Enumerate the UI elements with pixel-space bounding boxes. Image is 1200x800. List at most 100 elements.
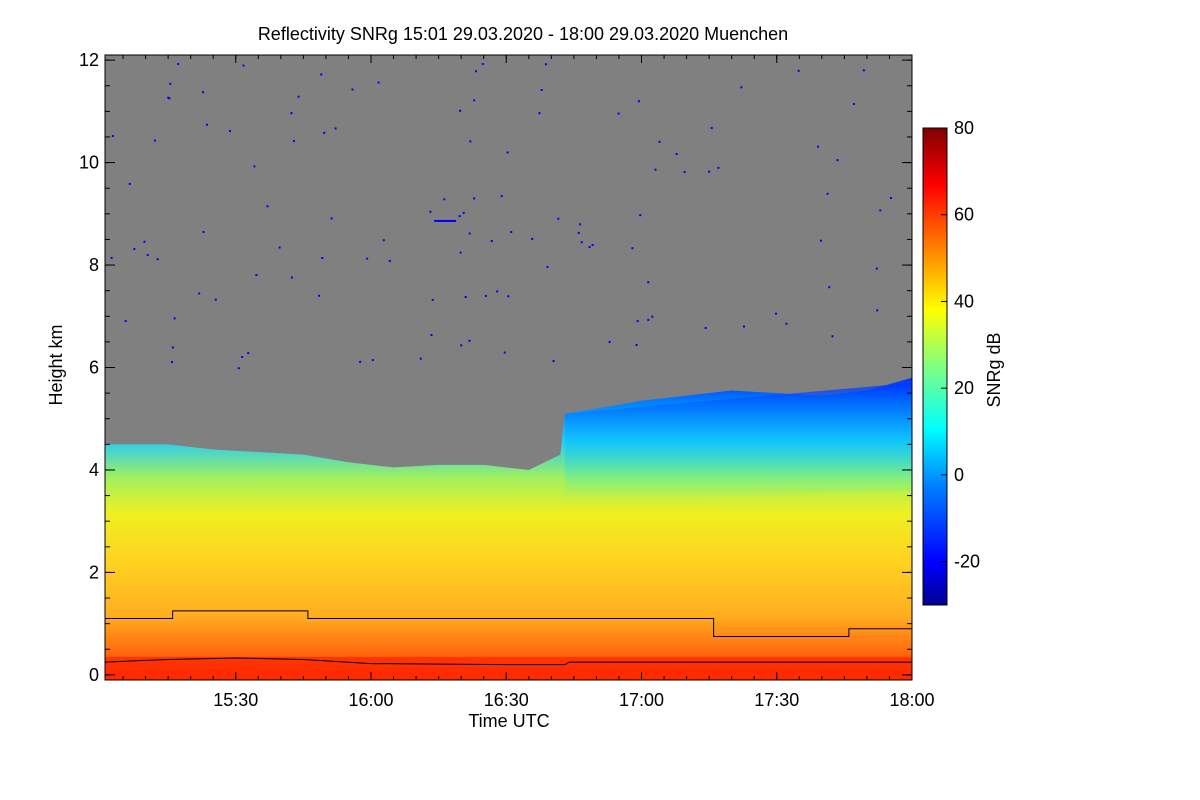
y-axis-label: Height km xyxy=(46,324,66,405)
noise-dot xyxy=(647,318,650,321)
noise-dot xyxy=(817,145,820,148)
noise-dot xyxy=(635,343,638,346)
noise-dot xyxy=(459,251,462,254)
colorbar-axis: -20 0 20 40 60 80 xyxy=(941,118,980,572)
noise-dot xyxy=(459,109,462,112)
noise-dot xyxy=(507,295,510,298)
y-tick-label: 0 xyxy=(89,665,99,685)
x-tick-label: 16:00 xyxy=(348,690,393,710)
noise-dot xyxy=(831,335,834,338)
noise-dot xyxy=(889,196,892,199)
noise-dot xyxy=(774,312,777,315)
noise-dot xyxy=(740,86,743,89)
noise-dot xyxy=(579,223,582,226)
noise-dot xyxy=(171,361,174,364)
x-tick-label: 15:30 xyxy=(213,690,258,710)
noise-dot xyxy=(785,322,788,325)
noise-dot xyxy=(169,82,172,85)
noise-dot xyxy=(242,64,245,67)
noise-dot xyxy=(836,159,839,162)
noise-dot xyxy=(321,257,324,260)
noise-dot xyxy=(557,217,560,220)
noise-dot xyxy=(351,88,354,91)
noise-dot xyxy=(171,346,174,349)
noise-dot xyxy=(247,352,250,355)
noise-dot xyxy=(496,290,499,293)
colorbar-tick-label: 80 xyxy=(954,118,974,138)
noise-dot xyxy=(506,151,509,154)
noise-dot xyxy=(531,237,534,240)
noise-dot xyxy=(580,241,583,244)
lower-line xyxy=(105,657,912,666)
noise-dot xyxy=(464,296,467,299)
noise-streak xyxy=(434,219,457,222)
noise-dot xyxy=(323,131,326,134)
noise-dot xyxy=(577,231,580,234)
noise-dot xyxy=(546,265,549,268)
y-tick-label: 12 xyxy=(79,50,99,70)
noise-dot xyxy=(431,298,434,301)
noise-dot xyxy=(510,231,513,234)
noise-dot xyxy=(320,73,323,76)
noise-dot xyxy=(214,298,217,301)
y-tick-label: 10 xyxy=(79,153,99,173)
noise-dot xyxy=(636,320,639,323)
noise-dot xyxy=(473,99,476,102)
noise-dot xyxy=(110,256,113,259)
noise-dot xyxy=(443,198,446,201)
noise-dot xyxy=(202,91,205,94)
noise-dot xyxy=(544,63,547,66)
y-axis: 0 2 4 6 8 10 12 xyxy=(79,50,912,685)
y-tick-label: 2 xyxy=(89,562,99,582)
noise-dot xyxy=(133,247,136,250)
noise-dot xyxy=(458,215,461,218)
noise-dot xyxy=(852,103,855,106)
noise-dot xyxy=(237,367,240,370)
noise-dot xyxy=(683,171,686,174)
noise-dot xyxy=(198,292,201,295)
noise-dot xyxy=(708,170,711,173)
noise-dot xyxy=(419,357,422,360)
noise-dot xyxy=(388,259,391,262)
x-tick-label: 18:00 xyxy=(889,690,934,710)
x-tick-label: 17:00 xyxy=(619,690,664,710)
noise-dot xyxy=(366,257,369,260)
noise-dot xyxy=(177,63,180,66)
colorbar-tick-label: 0 xyxy=(954,465,964,485)
noise-dot xyxy=(228,129,231,132)
colorbar-tick-label: -20 xyxy=(954,552,980,572)
noise-dot xyxy=(742,325,745,328)
noise-dot xyxy=(588,245,591,248)
colorbar-tick-label: 40 xyxy=(954,291,974,311)
noise-dot xyxy=(658,140,661,143)
noise-dot xyxy=(468,339,471,342)
noise-dot xyxy=(430,333,433,336)
noise-dot xyxy=(637,100,640,103)
colorbar-label: SNRg dB xyxy=(984,332,1004,407)
colorbar-tick-label: 60 xyxy=(954,205,974,225)
noise-dot xyxy=(617,112,620,115)
noise-dot xyxy=(481,63,484,66)
noise-dot xyxy=(124,320,127,323)
noise-dot xyxy=(710,127,713,130)
noise-dot xyxy=(253,165,256,168)
noise-dot xyxy=(500,195,503,198)
noise-dot xyxy=(473,197,476,200)
noise-dot xyxy=(552,360,555,363)
noise-dot xyxy=(255,274,258,277)
noise-dot xyxy=(382,239,385,242)
noise-dot xyxy=(292,140,295,143)
noise-dot xyxy=(538,112,541,115)
y-tick-label: 6 xyxy=(89,358,99,378)
noise-dot xyxy=(819,239,822,242)
noise-dot xyxy=(377,81,380,84)
noise-dot xyxy=(608,340,611,343)
noise-dot xyxy=(168,97,171,100)
noise-dot xyxy=(876,309,879,312)
noise-dot xyxy=(490,240,493,243)
noise-dot xyxy=(205,123,208,126)
noise-dot xyxy=(484,294,487,297)
noise-dot xyxy=(128,182,131,185)
noise-dot xyxy=(474,70,477,73)
x-tick-label: 17:30 xyxy=(754,690,799,710)
